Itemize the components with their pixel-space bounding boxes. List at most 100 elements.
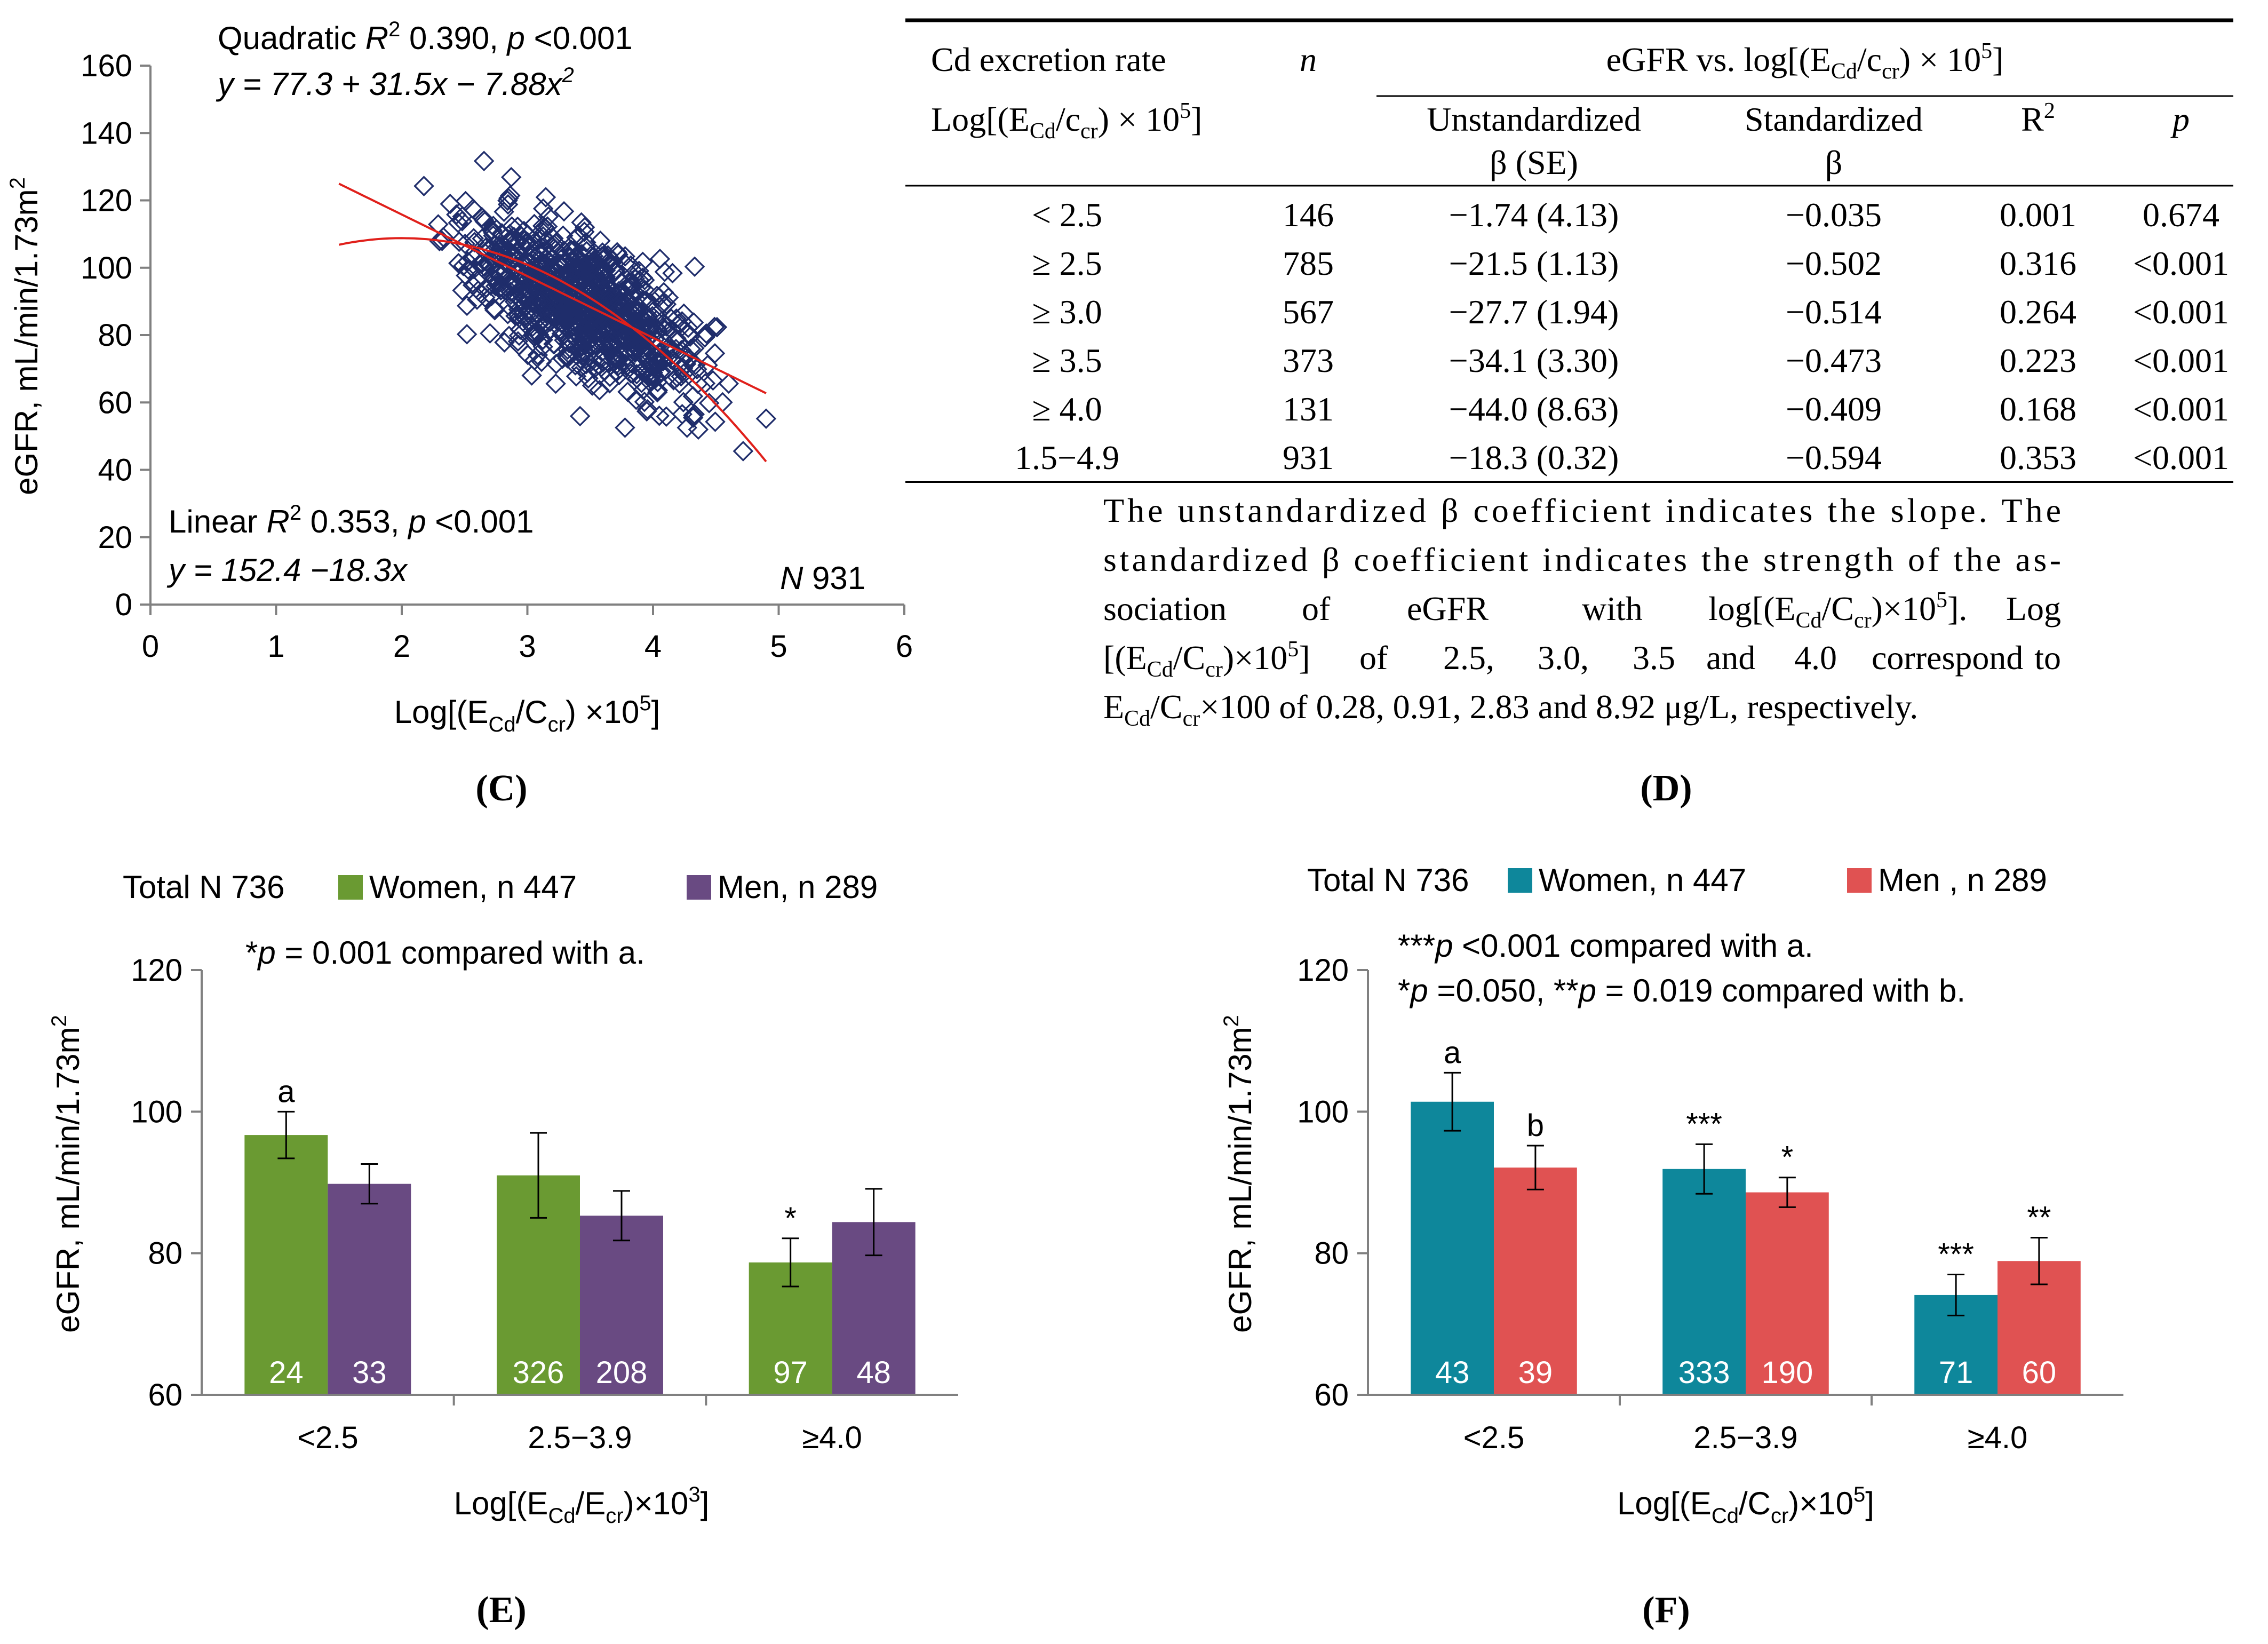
fn4-d: 3.0,	[1538, 639, 1589, 677]
e-legend-men: Men, n 289	[718, 869, 878, 905]
scatter-point	[535, 187, 556, 208]
f-y-tick-label: 120	[1297, 953, 1349, 988]
c-x-ticks: 0 1 2 3 4 5 6	[142, 605, 913, 664]
panel-f-bar-chart: Total N 736 Women, n 447 Men , n 289 ***…	[1220, 862, 2123, 1631]
table-cell-n: 785	[1283, 244, 1334, 282]
c-x-title-c: ) ×10	[566, 694, 639, 730]
scatter-point	[666, 308, 687, 329]
scatter-point	[678, 317, 699, 338]
scatter-point	[587, 275, 608, 296]
scatter-point	[577, 362, 598, 383]
scatter-point	[526, 322, 547, 343]
scatter-point	[647, 352, 669, 373]
scatter-point	[521, 365, 542, 386]
scatter-point	[480, 323, 500, 344]
e-note-b: = 0.001 compared with a.	[276, 935, 645, 971]
scatter-point	[683, 312, 704, 333]
scatter-point	[589, 355, 610, 376]
f-significance-label: ***	[1686, 1107, 1722, 1141]
c-quad-b: 0.390,	[400, 20, 507, 56]
scatter-point	[576, 232, 596, 253]
scatter-point	[608, 355, 629, 376]
f-legend-men-swatch	[1847, 868, 1872, 893]
c-y-ticks: 0 20 40 60 80 100 120 140 160	[81, 49, 150, 622]
fn4-a3: )×10	[1223, 639, 1287, 677]
scatter-point	[506, 233, 527, 254]
scatter-point	[609, 345, 630, 366]
table-cell-n: 131	[1283, 390, 1334, 428]
table-cell-rate: ≥ 3.5	[1032, 341, 1102, 379]
f-bar	[1746, 1192, 1829, 1395]
table-row: < 2.5 146 −1.74 (4.13) −0.035 0.001 0.674	[1032, 196, 2219, 234]
table-cell-n: 373	[1283, 341, 1334, 379]
scatter-point	[494, 201, 514, 223]
scatter-point	[572, 329, 594, 350]
scatter-point	[694, 327, 715, 348]
scatter-point	[456, 324, 478, 345]
th-c1-sub2: cr	[1080, 119, 1098, 144]
c-quad-p: p	[506, 20, 525, 56]
table-cell-rate: ≥ 3.0	[1032, 293, 1102, 331]
e-x-sub2: cr	[606, 1504, 623, 1528]
table-cell-p: <0.001	[2133, 390, 2229, 428]
scatter-point	[553, 201, 575, 222]
scatter-point	[599, 373, 620, 394]
f-x-a: Log[(E	[1617, 1486, 1712, 1521]
scatter-point	[543, 306, 564, 327]
c-x-title-b: /C	[516, 694, 548, 730]
e-x-c: )×10	[624, 1486, 689, 1521]
fn3-f: Log	[2006, 590, 2061, 628]
table-cell-unstd: −1.74 (4.13)	[1449, 196, 1619, 234]
e-y-ticks: 60 80 100 120	[131, 953, 202, 1412]
c-x-title-a: Log[(E	[394, 694, 489, 730]
c-y-tick-label: 100	[81, 251, 132, 285]
f-n2-p2: p	[1578, 973, 1596, 1008]
th-g-a: eGFR vs. log[(E	[1606, 41, 1831, 78]
fn3-e2: /C	[1822, 590, 1854, 628]
f-x-c: )×10	[1788, 1486, 1853, 1521]
th-r2: R2	[2021, 99, 2055, 138]
f-n1-a: ***	[1398, 928, 1435, 964]
quadratic-fit-line	[338, 237, 767, 463]
table-body: < 2.5 146 −1.74 (4.13) −0.035 0.001 0.674 ≥ 2.…	[1015, 196, 2229, 476]
f-n1-p: p	[1434, 928, 1453, 964]
scatter-point	[539, 311, 561, 332]
scatter-point	[429, 231, 450, 252]
f-bar-count: 43	[1435, 1355, 1470, 1390]
table-cell-r2: 0.168	[2000, 390, 2076, 428]
e-x-axis-title: Log[(ECd/Ecr)×103]	[454, 1483, 710, 1528]
scatter-point	[637, 399, 658, 420]
e-y-tick-label: 80	[148, 1236, 182, 1271]
scatter-point	[525, 324, 546, 346]
c-linear-equation: y = 152.4 −18.3x	[166, 552, 408, 588]
f-legend-women: Women, n 447	[1539, 862, 1746, 898]
c-y-tick-label: 20	[98, 520, 132, 555]
table-row: ≥ 4.0 131 −44.0 (8.63) −0.409 0.168 <0.001	[1032, 390, 2229, 428]
scatter-point	[453, 256, 474, 276]
scatter-point	[475, 287, 496, 308]
scatter-point	[592, 341, 612, 362]
c-x-title-sup: 5	[639, 692, 651, 715]
e-x-categories: <2.5 2.5−3.9 ≥4.0	[297, 1395, 862, 1455]
scatter-point	[626, 389, 647, 410]
th-g-b: /c	[1857, 41, 1882, 78]
scatter-point	[469, 253, 490, 275]
c-x-title-sub1: Cd	[488, 713, 515, 736]
e-note-p: p	[257, 935, 275, 971]
th-n: n	[1300, 41, 1317, 78]
table-cell-rate: ≥ 2.5	[1032, 244, 1102, 282]
table-cell-r2: 0.223	[2000, 341, 2076, 379]
f-significance-label: ***	[1938, 1237, 1974, 1272]
scatter-point	[463, 198, 483, 219]
fn4-a4: ]	[1299, 639, 1310, 677]
table-cell-unstd: −18.3 (0.32)	[1449, 439, 1619, 476]
f-n2-p: p	[1409, 973, 1428, 1008]
e-category-label: ≥4.0	[802, 1420, 862, 1455]
e-category-label: <2.5	[297, 1420, 359, 1455]
e-y-tick-label: 60	[148, 1378, 182, 1412]
f-x-sup: 5	[1853, 1483, 1865, 1506]
f-x-axis-title: Log[(ECd/Ccr)×105]	[1617, 1483, 1874, 1528]
th-c1-sub1: Cd	[1030, 119, 1056, 144]
c-quad-c: <0.001	[525, 20, 633, 56]
fn3-esup: 5	[1936, 588, 1947, 613]
